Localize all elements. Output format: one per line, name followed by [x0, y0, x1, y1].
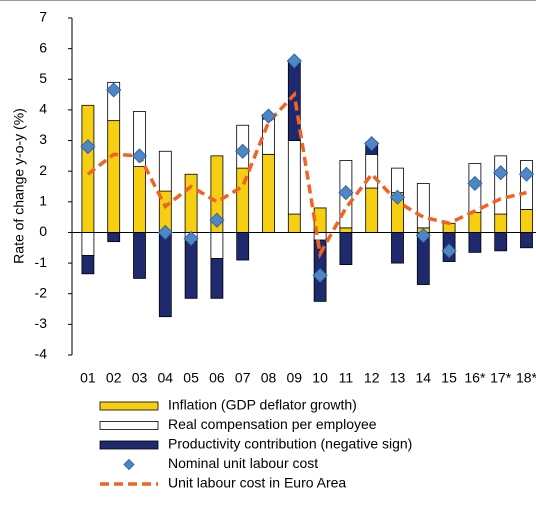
y-tick-label: -2 [35, 284, 48, 300]
diamond-marker [441, 243, 457, 259]
y-tick-label: -1 [35, 254, 48, 270]
bar-segment [133, 166, 146, 233]
diamond-marker [312, 267, 328, 283]
x-tick-label: 11 [339, 370, 354, 386]
line-series [86, 90, 527, 260]
bar-segment [210, 258, 224, 299]
diamond-marker [467, 175, 483, 192]
legend-label: Unit labour cost in Euro Area [168, 475, 346, 491]
bar-segment [184, 241, 198, 299]
y-tick-label: 5 [39, 70, 47, 86]
y-tick-label: 3 [39, 131, 47, 147]
x-tick-label: 07 [235, 370, 251, 386]
legend-swatch [123, 458, 135, 471]
y-tick-label: 4 [39, 101, 47, 117]
y-tick-label: -3 [35, 315, 48, 331]
bar-segment [287, 140, 301, 215]
y-tick-label: 6 [39, 39, 47, 55]
bar-segment [107, 232, 121, 243]
diamond-marker [260, 108, 277, 124]
x-tick-label: 15 [441, 370, 457, 386]
legend-swatch [99, 401, 159, 411]
diamond-marker [518, 166, 535, 182]
bar-segment [391, 232, 404, 264]
x-tick-label: 02 [106, 370, 122, 386]
legend-label: Nominal unit labour cost [168, 455, 318, 471]
diamond-marker [364, 136, 380, 152]
x-tick-label: 08 [261, 370, 277, 386]
legend-label: Productivity contribution (negative sign… [168, 436, 412, 452]
bar-segment [81, 232, 95, 256]
bar-segment [339, 232, 353, 266]
bar-segment [520, 232, 533, 249]
bar-segment [520, 209, 533, 233]
bar-segment [339, 227, 353, 233]
x-tick-label: 12 [364, 370, 380, 386]
bar-segment [158, 150, 172, 192]
diamond-marker [338, 185, 354, 201]
y-tick-label: 2 [39, 162, 47, 178]
x-tick-label: 03 [132, 370, 148, 386]
bar-segment [184, 173, 198, 233]
y-axis-label: Rate of change y-o-y (%) [11, 108, 27, 264]
bar-segment [236, 232, 250, 261]
diamond-marker [209, 212, 225, 228]
bar-segment [468, 212, 482, 233]
x-tick-label: 14 [416, 370, 432, 386]
y-tick-label: -4 [35, 346, 48, 362]
legend-label: Real compensation per employee [168, 416, 377, 432]
diamond-marker [157, 224, 173, 241]
diamond-marker [235, 143, 251, 159]
bar-segment [262, 118, 275, 155]
bar-segment [210, 232, 224, 259]
bar-segment [133, 232, 146, 279]
bar-segment [494, 155, 508, 215]
bar-segment [494, 213, 508, 233]
bar-segment [107, 120, 121, 233]
bar-segment [365, 153, 379, 189]
diamond-marker [106, 82, 122, 98]
legend-swatch [99, 440, 159, 450]
x-tick-label: 16* [464, 370, 486, 386]
bar-segment [158, 232, 172, 318]
bar-segment [287, 60, 301, 141]
y-tick-label: 7 [39, 9, 47, 25]
x-tick-label: 18* [516, 370, 536, 386]
bar-segment [262, 153, 275, 233]
x-tick-label: 10 [312, 370, 328, 386]
legend-label: Inflation (GDP deflator growth) [168, 397, 357, 413]
bar-segment [416, 183, 430, 229]
diamond-marker [286, 53, 302, 69]
x-tick-label: 17* [490, 370, 512, 386]
diamond-marker [80, 139, 96, 155]
bar-segment [287, 213, 301, 233]
x-tick-label: 04 [158, 370, 174, 386]
diamond-marker [131, 148, 148, 164]
bar-segment [494, 232, 508, 252]
bar-segment [468, 232, 482, 253]
diamond-marker [493, 165, 509, 181]
legend-swatch [99, 421, 159, 430]
x-tick-label: 09 [287, 370, 303, 386]
y-tick-label: 1 [39, 193, 47, 209]
x-tick-label: 06 [209, 370, 225, 386]
x-tick-label: 13 [390, 370, 406, 386]
x-tick-label: 01 [80, 370, 96, 386]
bar-segment [391, 167, 404, 194]
y-tick-label: 0 [39, 223, 47, 239]
diamond-marker [183, 231, 199, 247]
x-tick-label: 05 [183, 370, 199, 386]
diamond-marker [415, 227, 431, 244]
bar-segment [365, 187, 379, 233]
diamond-marker [389, 189, 406, 205]
bar-segment [81, 255, 95, 275]
